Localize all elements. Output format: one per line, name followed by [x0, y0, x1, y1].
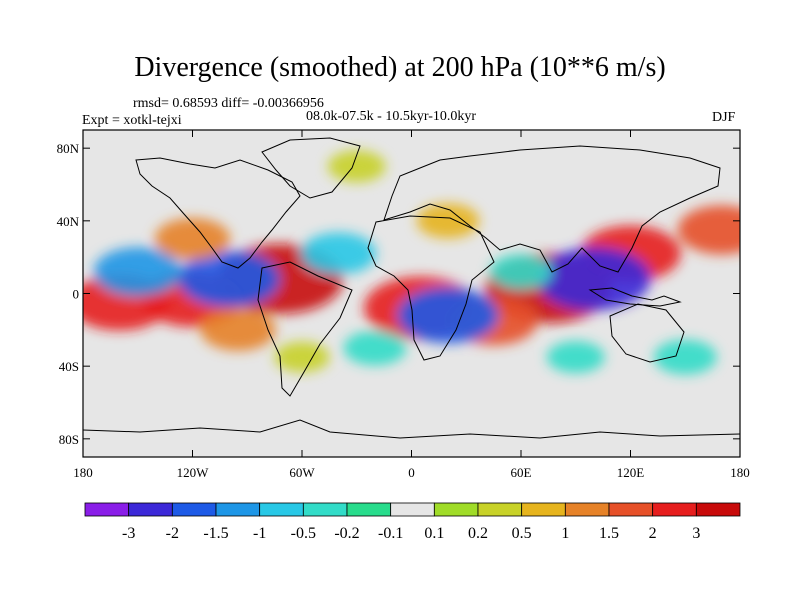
colorbar-label: 0.5	[512, 525, 532, 542]
coastline-maritime-continent	[588, 287, 682, 307]
divergence-field-shading	[83, 150, 740, 375]
x-tick-label: 0	[408, 465, 415, 480]
colorbar-label: -3	[122, 525, 135, 542]
coastline-north-america	[135, 157, 301, 269]
field-anomaly-blob	[546, 340, 605, 374]
x-tick-label: 180	[73, 465, 93, 480]
coastline-australia	[609, 303, 685, 363]
colorbar-label: -0.2	[334, 525, 359, 542]
colorbar-swatch	[302, 502, 348, 517]
field-anomaly-blob	[327, 150, 386, 183]
season-label: DJF	[712, 110, 736, 125]
colorbar-label: 1.5	[599, 525, 619, 542]
coastline-antarctica	[83, 419, 740, 439]
coastline-greenland	[261, 137, 361, 199]
field-anomaly-blob	[677, 205, 740, 255]
divergence-field	[83, 150, 740, 375]
y-axis: 80N 40N 0 40S 80S	[57, 141, 740, 447]
colorbar-swatch	[215, 502, 261, 517]
x-tick-label: 180	[730, 465, 750, 480]
colorbar: -3 -2 -1.5 -1 -0.5 -0.2 -0.1 0.1 0.2 0.5 1 1.5 2 3	[84, 502, 741, 542]
colorbar-label: -2	[166, 525, 179, 542]
colorbar-label: -0.5	[291, 525, 316, 542]
colorbar-label: -1.5	[203, 525, 228, 542]
field-anomaly-blob	[154, 218, 231, 260]
field-anomaly-blob	[300, 232, 377, 275]
coastline-africa	[367, 215, 495, 361]
colorbar-swatch	[521, 502, 566, 517]
x-tick-label: 120E	[617, 465, 645, 480]
y-tick-label: 80S	[59, 432, 79, 447]
colorbar-label: 2	[649, 525, 657, 542]
colorbar-label: 3	[692, 525, 700, 542]
map-panel: 180 120W 60W 0 60E 120E 180 80N 40N 0 40S 80S	[57, 129, 750, 480]
y-tick-label: 0	[73, 287, 80, 302]
colorbar-swatch	[608, 502, 654, 517]
x-tick-label: 60E	[511, 465, 532, 480]
colorbar-swatch	[564, 502, 610, 517]
field-anomaly-blob	[489, 254, 553, 290]
x-tick-label: 120W	[177, 465, 210, 480]
field-anomaly-blob	[200, 308, 276, 351]
coastline-eurasia	[383, 145, 721, 273]
colorbar-swatch	[259, 502, 304, 517]
field-anomaly-blob	[397, 287, 499, 344]
field-anomaly-blob	[416, 203, 480, 239]
colorbar-swatch	[695, 502, 741, 517]
period-label: 08.0k-07.5k - 10.5kyr-10.0kyr	[306, 109, 477, 124]
x-axis: 180 120W 60W 0 60E 120E 180	[73, 130, 750, 480]
colorbar-swatch	[171, 502, 217, 517]
field-anomaly-blob	[343, 330, 407, 366]
colorbar-swatch	[652, 502, 697, 517]
colorbar-swatch	[84, 502, 130, 517]
colorbar-label: 0.1	[424, 525, 444, 542]
colorbar-label: 1	[561, 525, 569, 542]
rmsd-diff-text: rmsd= 0.68593 diff= -0.00366956	[133, 96, 324, 111]
y-tick-label: 40N	[57, 214, 80, 229]
field-anomaly-blob	[653, 339, 717, 375]
field-anomaly-blob	[178, 250, 280, 307]
colorbar-label: 0.2	[468, 525, 488, 542]
experiment-label: Expt = xotkl-tejxi	[82, 113, 182, 128]
colorbar-swatch	[433, 502, 479, 517]
field-anomaly-blob	[93, 247, 182, 297]
coastline-south-america	[257, 261, 353, 397]
colorbar-swatch	[346, 502, 392, 517]
colorbar-swatch	[128, 502, 173, 517]
colorbar-label: -1	[253, 525, 266, 542]
plot-title: Divergence (smoothed) at 200 hPa (10**6 …	[134, 52, 666, 83]
colorbar-label: -0.1	[378, 525, 403, 542]
field-anomaly-blob	[537, 247, 651, 311]
y-tick-label: 80N	[57, 141, 80, 156]
y-tick-label: 40S	[59, 359, 79, 374]
colorbar-swatch	[477, 502, 523, 517]
x-tick-label: 60W	[289, 465, 315, 480]
coastlines	[83, 137, 740, 439]
colorbar-swatch	[390, 502, 435, 517]
field-anomaly-blob	[274, 341, 330, 373]
